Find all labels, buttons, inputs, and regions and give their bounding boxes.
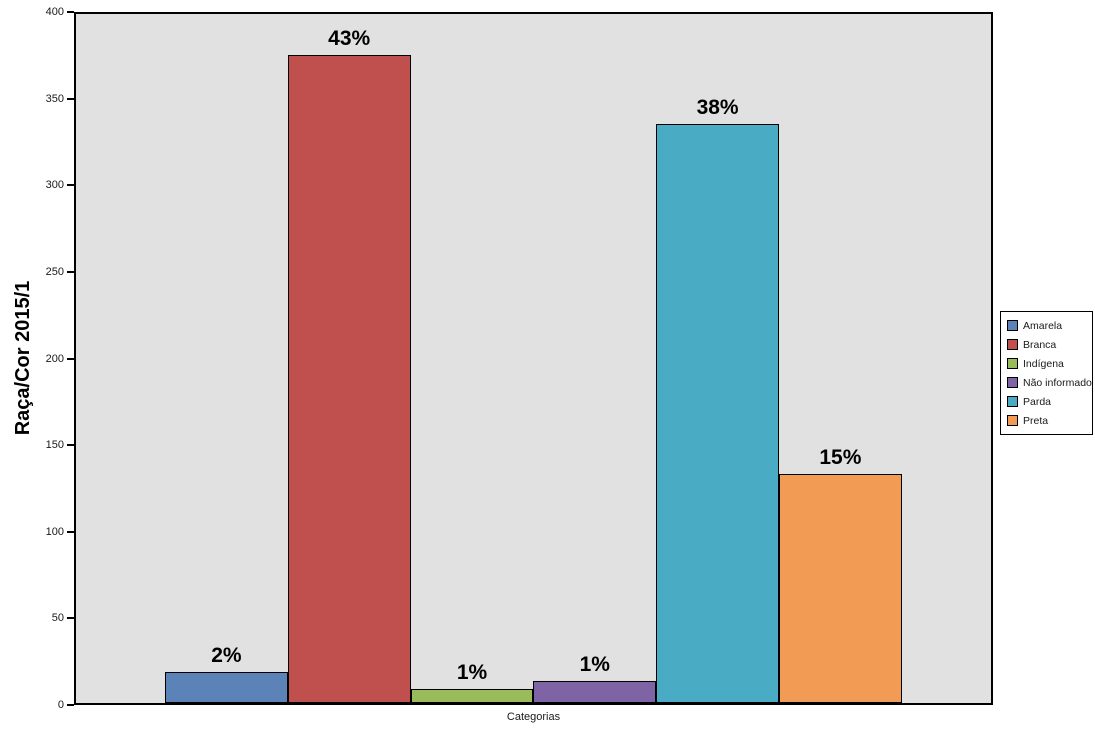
bar-amarela bbox=[165, 672, 288, 703]
y-tick-label: 350 bbox=[45, 92, 64, 105]
y-tick-mark bbox=[67, 530, 74, 533]
legend-swatch-icon bbox=[1007, 358, 1018, 369]
y-tick-mark bbox=[67, 704, 74, 706]
y-tick-mark bbox=[67, 357, 74, 360]
plot-area: 2% 43% 1% 1% 38% 15% bbox=[74, 12, 993, 705]
y-tick-label: 0 bbox=[57, 699, 64, 711]
legend-swatch-icon bbox=[1007, 320, 1018, 331]
bar-indígena bbox=[410, 689, 534, 703]
y-tick-label: 300 bbox=[45, 179, 64, 192]
legend-swatch-icon bbox=[1007, 415, 1018, 426]
legend-item-preta: Preta bbox=[1007, 414, 1087, 427]
x-axis-label: Categorias bbox=[506, 711, 561, 723]
y-tick-mark bbox=[67, 617, 74, 620]
bar-não-informado bbox=[533, 680, 657, 703]
legend-item-amarela: Amarela bbox=[1007, 319, 1087, 332]
legend-item-branca: Branca bbox=[1007, 338, 1087, 351]
legend-label: Não informado bbox=[1023, 376, 1092, 389]
y-tick-label: 150 bbox=[45, 439, 64, 452]
y-tick-label: 250 bbox=[45, 265, 64, 278]
legend-label: Preta bbox=[1023, 414, 1049, 427]
bars-layer: 2% 43% 1% 1% 38% 15% bbox=[76, 14, 991, 703]
bar-preta bbox=[779, 473, 902, 703]
bar-value-label: 38% bbox=[696, 96, 739, 120]
bar-value-label: 15% bbox=[819, 445, 862, 469]
y-tick-mark bbox=[67, 97, 74, 100]
legend-label: Amarela bbox=[1023, 319, 1063, 332]
y-tick-label: 200 bbox=[45, 352, 64, 365]
legend-item-indígena: Indígena bbox=[1007, 357, 1087, 370]
bar-value-label: 1% bbox=[579, 652, 610, 676]
legend-label: Parda bbox=[1023, 395, 1052, 408]
y-tick-label: 100 bbox=[45, 525, 64, 538]
legend-swatch-icon bbox=[1007, 377, 1018, 388]
legend-swatch-icon bbox=[1007, 396, 1018, 407]
bar-value-label: 2% bbox=[211, 644, 242, 667]
legend-label: Branca bbox=[1023, 338, 1057, 351]
legend-label: Indígena bbox=[1023, 357, 1064, 370]
bar-branca bbox=[287, 55, 411, 703]
legend: Amarela Branca Indígena Não informado Parda P… bbox=[1000, 311, 1093, 435]
y-tick-mark bbox=[67, 444, 74, 447]
legend-item-não-informado: Não informado bbox=[1007, 376, 1092, 389]
bar-value-label: 43% bbox=[328, 27, 371, 51]
bar-value-label: 1% bbox=[456, 661, 488, 685]
y-tick-label: 400 bbox=[45, 6, 64, 18]
legend-swatch-icon bbox=[1007, 339, 1018, 350]
y-tick-mark bbox=[67, 270, 74, 273]
y-tick-mark bbox=[67, 11, 74, 13]
legend-item-parda: Parda bbox=[1007, 395, 1087, 408]
y-tick-label: 50 bbox=[51, 612, 64, 625]
bar-parda bbox=[656, 124, 779, 703]
y-tick-mark bbox=[67, 184, 74, 187]
